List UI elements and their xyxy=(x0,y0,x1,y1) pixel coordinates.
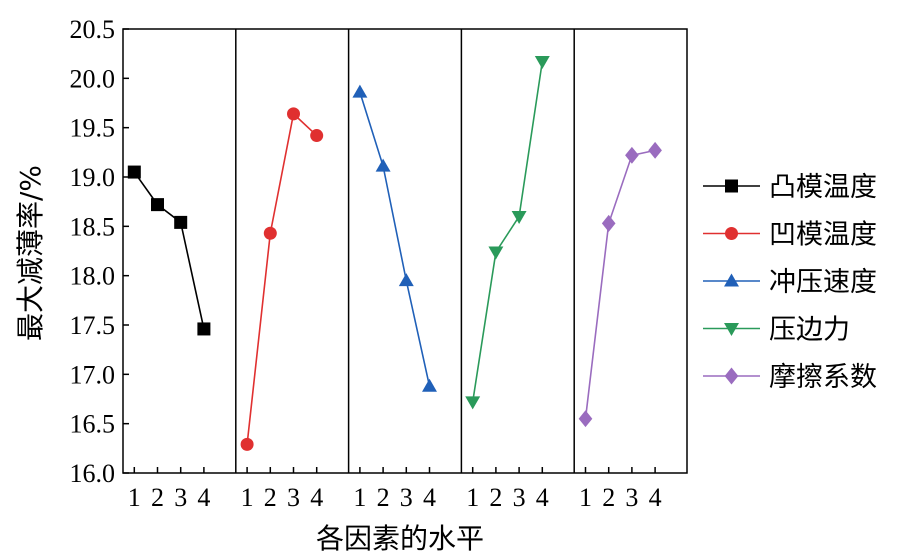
x-tick-label: 1 xyxy=(128,483,141,512)
x-tick-label: 1 xyxy=(241,483,254,512)
y-tick-label: 19.0 xyxy=(70,163,116,192)
data-point xyxy=(375,158,391,172)
series-line xyxy=(471,61,544,403)
data-point xyxy=(648,141,662,159)
plot-frame xyxy=(122,28,688,474)
legend-item: 压边力 xyxy=(703,315,850,346)
legend-label: 凹模温度 xyxy=(769,220,877,251)
legend-marker xyxy=(725,179,738,193)
data-point xyxy=(240,437,254,451)
x-tick-label: 4 xyxy=(536,483,549,512)
x-tick-label: 3 xyxy=(625,483,638,512)
series-line xyxy=(584,149,656,419)
y-tick-label: 18.0 xyxy=(70,262,116,291)
series-4 xyxy=(465,56,550,410)
y-tick-label: 17.0 xyxy=(70,360,116,389)
legend-marker xyxy=(724,322,739,336)
x-tick-label: 3 xyxy=(174,483,187,512)
x-tick-label: 1 xyxy=(466,483,479,512)
x-tick-label: 2 xyxy=(377,483,390,512)
legend-label: 压边力 xyxy=(769,315,850,346)
series-line xyxy=(133,171,205,330)
data-point xyxy=(174,215,188,229)
x-tick-label: 4 xyxy=(649,483,662,512)
y-tick-label: 16.0 xyxy=(70,459,116,488)
data-point xyxy=(511,210,527,224)
data-point xyxy=(127,165,141,179)
legend-item: 冲压速度 xyxy=(703,267,877,298)
series-line xyxy=(246,112,318,445)
x-axis-title: 各因素的水平 xyxy=(316,522,484,555)
data-point xyxy=(601,214,616,232)
series-2 xyxy=(240,107,324,451)
x-tick-label: 2 xyxy=(151,483,164,512)
legend-label: 冲压速度 xyxy=(769,267,877,298)
legend-item: 摩擦系数 xyxy=(703,362,877,393)
y-axis-title: 最大减薄率/% xyxy=(14,165,47,341)
data-point xyxy=(310,129,324,143)
x-tick-label: 3 xyxy=(513,483,526,512)
data-point xyxy=(625,146,639,164)
x-tick-label: 4 xyxy=(423,483,436,512)
data-point xyxy=(197,322,211,336)
y-tick-label: 16.5 xyxy=(70,410,116,439)
series-3 xyxy=(352,84,437,392)
data-point xyxy=(465,396,481,410)
legend-label: 摩擦系数 xyxy=(769,362,877,393)
legend-label: 凸模温度 xyxy=(769,172,877,203)
data-point xyxy=(422,378,437,392)
data-point xyxy=(578,410,593,428)
legend-item: 凹模温度 xyxy=(703,220,877,251)
x-tick-label: 2 xyxy=(602,483,615,512)
x-tick-label: 1 xyxy=(579,483,592,512)
legend-item: 凸模温度 xyxy=(703,172,877,203)
data-point xyxy=(151,198,164,212)
series-5 xyxy=(578,141,662,428)
x-tick-label: 2 xyxy=(489,483,502,512)
data-point xyxy=(488,246,504,260)
data-point xyxy=(287,107,300,121)
legend-marker xyxy=(725,227,738,240)
x-tick-label: 4 xyxy=(310,483,323,512)
y-tick-label: 18.5 xyxy=(70,212,116,241)
data-point xyxy=(352,84,368,98)
y-tick-label: 19.5 xyxy=(70,114,116,143)
x-tick-label: 3 xyxy=(400,483,413,512)
x-tick-label: 4 xyxy=(197,483,210,512)
series-1 xyxy=(127,165,211,336)
legend-marker xyxy=(724,273,739,287)
legend-marker xyxy=(724,367,739,385)
y-tick-label: 20.0 xyxy=(70,64,116,93)
x-tick-label: 1 xyxy=(353,483,366,512)
x-tick-label: 3 xyxy=(287,483,300,512)
data-point xyxy=(398,273,414,287)
data-point xyxy=(263,226,277,240)
series-group xyxy=(127,56,662,451)
x-tick-label: 2 xyxy=(264,483,277,512)
y-tick-label: 20.5 xyxy=(70,15,116,44)
y-tick-label: 17.5 xyxy=(70,311,116,340)
data-point xyxy=(534,56,550,70)
series-line xyxy=(359,91,431,387)
axes: 16.0 16.5 17.0 17.5 18.0 18.5 19.0 19.5 20.0 20.5… xyxy=(70,15,688,512)
